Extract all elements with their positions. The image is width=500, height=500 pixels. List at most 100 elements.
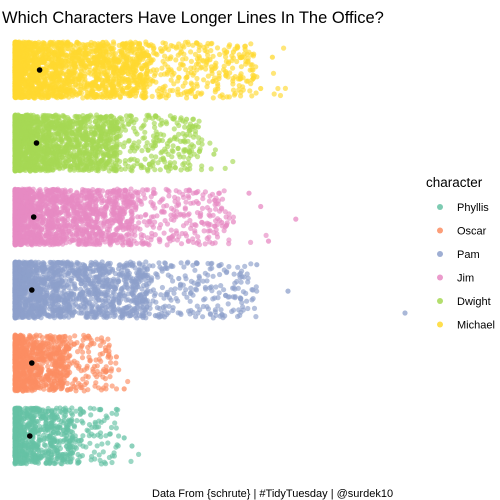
data-point	[12, 55, 18, 61]
data-point	[46, 56, 52, 62]
data-point	[196, 118, 202, 124]
data-point	[78, 60, 84, 67]
data-point	[82, 76, 88, 83]
data-point	[77, 71, 83, 77]
data-point	[110, 39, 116, 45]
data-point	[40, 40, 46, 46]
data-point	[22, 90, 28, 96]
data-point	[100, 122, 106, 129]
data-point	[171, 81, 177, 87]
data-point	[67, 89, 73, 95]
data-point	[66, 123, 72, 129]
data-point	[109, 73, 115, 79]
data-point	[134, 59, 140, 65]
data-point	[136, 139, 142, 145]
data-point	[112, 64, 118, 70]
data-point	[58, 47, 64, 53]
data-point	[129, 165, 135, 171]
data-point	[116, 80, 122, 86]
data-point	[142, 129, 148, 135]
data-point	[102, 78, 108, 84]
chart-title: Which Characters Have Longer Lines In Th…	[2, 9, 384, 27]
data-point	[39, 57, 46, 64]
data-point	[178, 61, 184, 67]
data-point	[125, 77, 131, 83]
data-point	[185, 138, 191, 144]
data-point	[73, 42, 79, 48]
data-point	[24, 48, 30, 54]
data-point	[53, 160, 59, 166]
data-point	[188, 87, 194, 94]
data-point	[184, 131, 190, 138]
data-point	[60, 62, 67, 68]
data-point	[51, 131, 57, 137]
data-point	[68, 71, 74, 77]
data-point	[118, 166, 124, 172]
data-point	[160, 58, 166, 64]
data-point	[153, 154, 159, 160]
data-point	[15, 64, 21, 70]
data-point	[208, 48, 214, 54]
data-point	[37, 71, 43, 77]
data-point	[152, 124, 158, 130]
data-point	[231, 92, 237, 98]
data-point	[148, 153, 154, 159]
data-point	[129, 117, 135, 123]
data-point	[167, 160, 173, 166]
data-point	[275, 85, 281, 92]
data-point	[91, 68, 97, 74]
data-point	[38, 95, 44, 101]
data-point	[152, 167, 158, 173]
data-point	[65, 40, 71, 47]
data-point	[66, 81, 72, 87]
data-point	[89, 83, 95, 89]
data-point	[162, 40, 168, 47]
data-point	[139, 84, 145, 90]
data-point	[58, 54, 64, 60]
data-point	[157, 122, 164, 128]
data-point	[186, 125, 192, 131]
data-point	[254, 74, 260, 80]
data-point	[29, 72, 35, 78]
data-point	[43, 161, 49, 167]
data-point	[105, 159, 111, 165]
data-point	[39, 79, 45, 85]
data-point	[124, 61, 130, 67]
data-point	[32, 147, 38, 153]
data-point	[108, 145, 114, 152]
data-point	[66, 94, 72, 100]
data-point	[81, 166, 88, 172]
outlier-point	[258, 85, 264, 92]
data-point	[238, 64, 244, 70]
data-point	[81, 42, 88, 49]
data-point	[12, 51, 18, 57]
data-point	[196, 55, 202, 61]
data-point	[124, 54, 130, 60]
data-point	[139, 148, 145, 154]
data-point	[47, 74, 53, 81]
data-point	[121, 85, 127, 92]
data-point	[108, 113, 115, 119]
outlier-point	[172, 134, 178, 140]
data-point	[119, 90, 125, 96]
data-point	[24, 119, 30, 125]
data-point	[151, 73, 157, 79]
data-point	[135, 51, 141, 57]
data-point	[148, 237, 154, 243]
data-point	[147, 219, 153, 225]
data-point	[135, 143, 141, 149]
data-point	[138, 125, 144, 131]
data-point	[129, 43, 135, 49]
data-point	[25, 156, 31, 162]
data-point	[14, 72, 20, 78]
data-point	[236, 87, 242, 93]
data-point	[45, 44, 51, 50]
data-point	[95, 72, 101, 78]
data-point	[188, 58, 194, 64]
data-point	[31, 94, 37, 100]
data-point	[150, 78, 156, 84]
data-point	[82, 62, 88, 68]
data-point	[31, 115, 37, 121]
data-point	[70, 79, 76, 85]
outlier-point	[234, 43, 240, 49]
